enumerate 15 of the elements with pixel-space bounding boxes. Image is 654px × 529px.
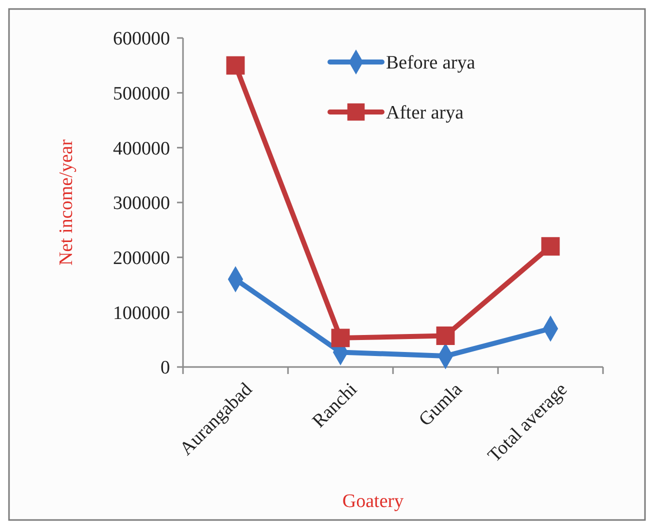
point	[541, 237, 560, 256]
point	[226, 56, 245, 75]
y-axis-title: Net income/year	[56, 138, 77, 266]
point	[331, 328, 350, 348]
y-tick-label: 500000	[113, 83, 170, 104]
y-tick-label: 300000	[113, 193, 170, 214]
y-tick-label: 200000	[113, 248, 170, 269]
y-tick-label: 400000	[113, 138, 170, 160]
y-tick-label: 0	[160, 358, 170, 379]
x-axis-title: Goatery	[342, 491, 404, 512]
legend-label: After arya	[386, 102, 464, 124]
point	[436, 326, 455, 345]
legend-label: Before arya	[386, 52, 476, 74]
y-tick-label: 100000	[113, 302, 170, 324]
y-tick-label: 600000	[113, 28, 170, 50]
